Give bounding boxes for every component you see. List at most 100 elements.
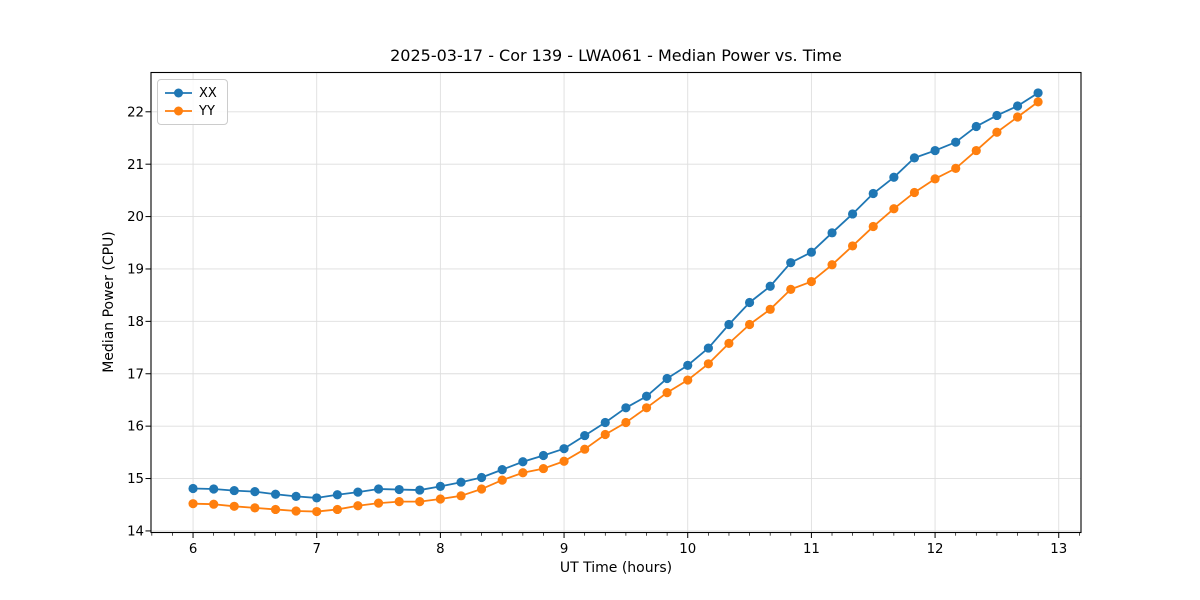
series-yy-point xyxy=(497,475,507,485)
series-xx-point xyxy=(641,391,652,401)
legend-label-yy: YY xyxy=(199,103,215,119)
series-yy-point xyxy=(373,498,384,508)
legend-item-yy: YY xyxy=(165,102,220,120)
series-xx-point xyxy=(229,485,239,496)
y-tick-label: 19 xyxy=(127,263,144,278)
series-yy-point xyxy=(909,187,920,198)
series-yy-point xyxy=(538,463,549,474)
series-xx-line xyxy=(193,92,1039,499)
legend-label-xx: XX xyxy=(199,85,217,101)
x-tick-label: 7 xyxy=(312,542,320,557)
series-xx-point xyxy=(415,485,425,495)
series-yy-point xyxy=(1012,112,1023,122)
x-tick-label: 10 xyxy=(679,542,696,557)
series-yy-point xyxy=(724,338,734,348)
y-tick-label: 16 xyxy=(127,420,144,435)
series-yy-point xyxy=(889,204,899,214)
plot-border xyxy=(150,71,1082,534)
series-yy-point xyxy=(518,468,528,478)
series-yy-point xyxy=(600,429,610,440)
series-xx-point xyxy=(744,297,755,308)
series-xx-point xyxy=(806,247,816,257)
x-axis-label: UT Time (hours) xyxy=(559,560,673,576)
series-xx-point xyxy=(435,481,445,491)
x-tick-label: 13 xyxy=(1050,542,1067,557)
series-yy-point xyxy=(930,174,940,184)
series-yy-point xyxy=(806,276,816,287)
series-xx-point xyxy=(992,110,1002,121)
series-xx-point xyxy=(683,360,693,370)
series-xx-point xyxy=(291,491,301,501)
x-tick-label: 9 xyxy=(560,542,568,557)
series-xx-point xyxy=(312,493,322,503)
series-yy-point xyxy=(394,496,404,507)
series-yy-point xyxy=(951,163,961,173)
series-xx-point xyxy=(1033,88,1043,98)
series-xx-point xyxy=(951,137,961,147)
series-xx-point xyxy=(209,484,219,494)
series-yy-point xyxy=(786,284,796,295)
series-xx-point xyxy=(353,487,363,497)
legend-item-xx: XX xyxy=(165,84,220,102)
series-yy-line xyxy=(193,101,1039,513)
series-xx-point xyxy=(497,465,507,475)
legend: XX YY xyxy=(157,79,228,125)
series-xx-point xyxy=(909,153,920,163)
series-xx-point xyxy=(270,489,281,499)
series-xx-point xyxy=(971,121,981,132)
y-tick-label: 22 xyxy=(127,105,144,120)
y-tick-label: 20 xyxy=(127,210,144,225)
series-xx-point xyxy=(580,430,590,441)
series-yy-point xyxy=(662,388,672,398)
series-yy-point xyxy=(992,127,1002,137)
series-yy-point xyxy=(456,491,466,501)
series-xx-point xyxy=(518,457,528,467)
chart-title: 2025-03-17 - Cor 139 - LWA061 - Median P… xyxy=(390,46,842,65)
series-xx-point xyxy=(188,483,198,494)
series-xx-point xyxy=(621,403,631,413)
series-xx-point xyxy=(373,484,384,494)
series-yy-point xyxy=(641,403,652,413)
y-tick-label: 17 xyxy=(127,367,144,382)
series-xx-point xyxy=(394,484,404,495)
legend-swatch-xx xyxy=(165,88,192,98)
series-xx-point xyxy=(889,172,899,182)
series-xx-point xyxy=(538,450,549,461)
series-yy-point xyxy=(415,496,425,507)
series-yy-point xyxy=(209,499,219,509)
series-xx-point xyxy=(250,487,260,497)
series-yy-point xyxy=(683,375,693,385)
x-tick-label: 12 xyxy=(927,542,944,557)
series-xx-point xyxy=(600,417,610,428)
x-tick-label: 11 xyxy=(803,542,820,557)
series-yy-point xyxy=(765,304,775,314)
series-yy-point xyxy=(971,145,981,156)
series-xx-point xyxy=(1012,101,1023,111)
series-xx-point xyxy=(662,373,672,384)
y-tick-label: 14 xyxy=(127,525,144,540)
y-tick-label: 21 xyxy=(127,158,144,173)
y-tick-label: 18 xyxy=(127,315,144,330)
series-xx-point xyxy=(703,343,713,353)
series-xx-point xyxy=(847,209,858,219)
series-yy-point xyxy=(744,319,755,330)
series-xx-point xyxy=(930,145,940,156)
series-yy-point xyxy=(476,484,487,494)
series-yy-point xyxy=(847,241,858,251)
y-tick-label: 15 xyxy=(127,472,144,487)
series-yy-point xyxy=(580,444,590,454)
y-axis-label: Median Power (CPU) xyxy=(101,231,117,373)
series-xx-point xyxy=(456,477,466,487)
series-yy-point xyxy=(312,506,322,517)
series-xx-point xyxy=(827,228,837,238)
x-tick-label: 8 xyxy=(436,542,444,557)
series-xx-point xyxy=(786,258,796,268)
series-yy-point xyxy=(250,503,260,513)
series-yy-point xyxy=(703,359,713,369)
series-yy-point xyxy=(291,506,301,516)
series-yy-point xyxy=(229,501,239,511)
series-yy-point xyxy=(270,504,281,515)
series-xx-point xyxy=(559,444,569,454)
